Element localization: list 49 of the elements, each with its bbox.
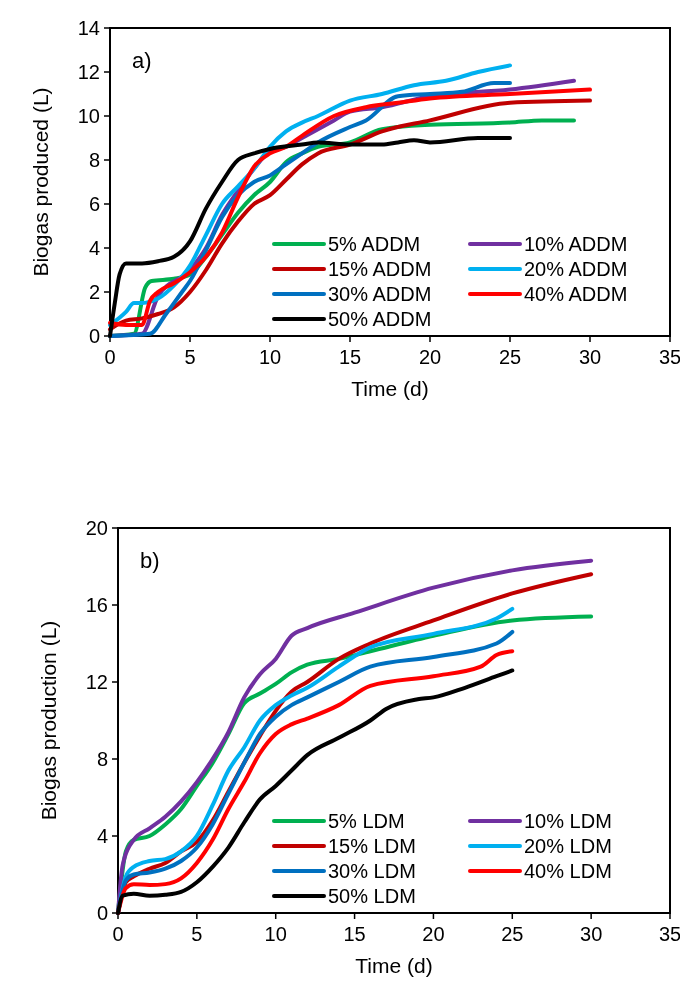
x-axis-title: Time (d): [355, 954, 433, 977]
x-tick-label: 15: [338, 346, 362, 368]
y-tick-label: 0: [88, 325, 100, 347]
legend-label: 20% ADDM: [524, 258, 628, 280]
legend-label: 10% LDM: [524, 810, 612, 832]
y-tick-label: 4: [96, 825, 108, 847]
text: a): [132, 48, 152, 73]
x-tick-label: 20: [422, 923, 445, 945]
x-tick-label: 15: [343, 923, 366, 945]
legend-label: 30% ADDM: [328, 283, 432, 305]
legend-label: 15% LDM: [328, 835, 416, 857]
x-tick-label: 5: [191, 923, 203, 945]
legend-label: 20% LDM: [524, 835, 612, 857]
y-tick-label: 0: [96, 902, 108, 924]
x-tick-label: 35: [658, 346, 682, 368]
text: b): [140, 548, 160, 573]
y-tick-label: 6: [88, 193, 100, 215]
legend-label: 40% ADDM: [524, 283, 628, 305]
y-tick-label: 20: [85, 517, 108, 539]
y-tick-label: 8: [96, 748, 108, 770]
legend-label: 5% ADDM: [328, 233, 421, 255]
legend-label: 5% LDM: [328, 810, 405, 832]
y-tick-label: 10: [77, 105, 100, 127]
y-tick-label: 16: [85, 594, 108, 616]
x-tick-label: 5: [184, 346, 196, 368]
x-tick-label: 25: [501, 923, 524, 945]
y-axis-title: Biogas produced (L): [29, 87, 52, 277]
legend-label: 30% LDM: [328, 860, 416, 882]
x-axis-title: Time (d): [351, 377, 429, 400]
legend-label: 10% ADDM: [524, 233, 628, 255]
x-tick-label: 30: [580, 923, 603, 945]
y-axis-title: Biogas production (L): [37, 620, 60, 821]
y-tick-label: 12: [85, 671, 108, 693]
legend-label: 50% ADDM: [328, 308, 432, 330]
y-tick-label: 12: [77, 61, 100, 83]
x-tick-label: 20: [418, 346, 442, 368]
x-tick-label: 10: [264, 923, 287, 945]
y-tick-label: 8: [88, 149, 100, 171]
y-tick-label: 4: [88, 237, 100, 259]
y-tick-label: 2: [88, 281, 100, 303]
y-tick-label: 14: [77, 17, 100, 39]
x-tick-label: 0: [112, 923, 124, 945]
legend-label: 40% LDM: [524, 860, 612, 882]
legend-label: 15% ADDM: [328, 258, 432, 280]
x-tick-label: 30: [578, 346, 602, 368]
legend-label: 50% LDM: [328, 885, 416, 907]
x-tick-label: 25: [498, 346, 522, 368]
x-tick-label: 35: [658, 923, 682, 945]
x-tick-label: 10: [258, 346, 282, 368]
